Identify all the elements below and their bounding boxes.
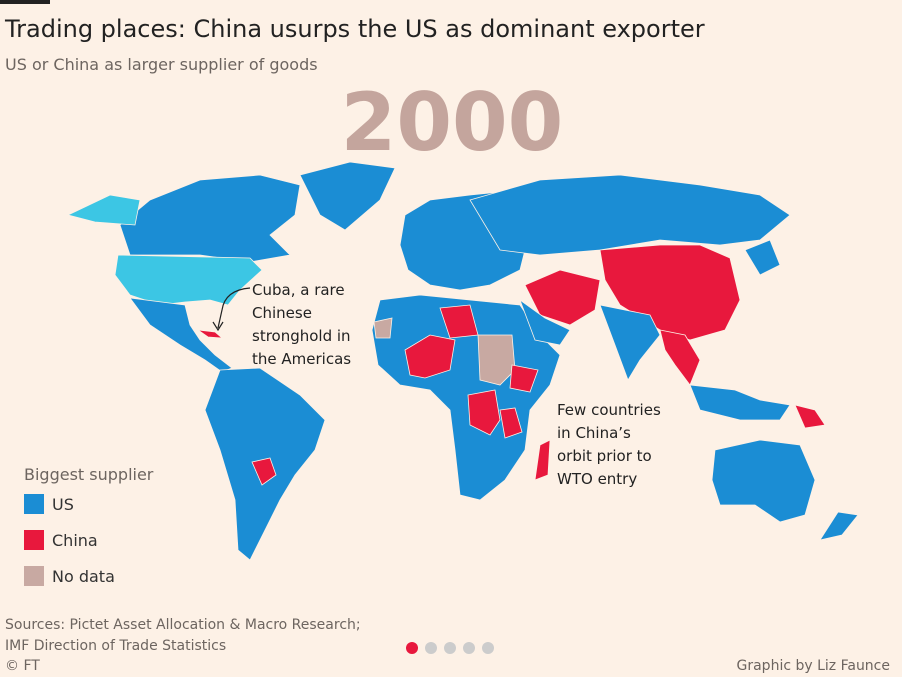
title: Trading places: China usurps the US as d…: [4, 15, 705, 43]
russia: [469, 174, 791, 256]
annotation-arrow: [217, 287, 251, 329]
legend-label: No data: [52, 567, 115, 586]
legend-label: US: [52, 495, 74, 514]
cuba: [197, 329, 224, 339]
source-line: Sources: Pictet Asset Allocation & Macro…: [5, 617, 361, 633]
sudan: [477, 334, 516, 386]
annotations: Cuba, a rare Chinese stronghold in the Amer…: [252, 281, 661, 488]
page-dot[interactable]: [463, 642, 475, 654]
annotation-line: in China’s: [557, 424, 631, 442]
arabia: [519, 298, 571, 346]
legend-swatch: [24, 530, 44, 550]
greenland: [299, 161, 396, 231]
arrowhead: [212, 321, 224, 332]
canada: [119, 174, 301, 263]
australia: [711, 439, 816, 523]
legend-swatch: [24, 566, 44, 586]
japan: [744, 239, 781, 276]
ethiopia: [509, 364, 539, 393]
dr-congo: [467, 389, 501, 436]
annotation-line: stronghold in: [252, 327, 351, 345]
alaska: [66, 194, 141, 226]
year: 2000: [341, 76, 564, 169]
new-zealand: [819, 511, 859, 541]
china: [599, 244, 741, 341]
page-dot[interactable]: [444, 642, 456, 654]
page-dot[interactable]: [406, 642, 418, 654]
annotation-line: Chinese: [252, 304, 312, 322]
legend: Biggest supplier US China No data: [24, 465, 154, 586]
madagascar: [534, 439, 551, 481]
united-states: [114, 254, 263, 306]
copyright: © FT: [5, 658, 40, 674]
subtitle: US or China as larger supplier of goods: [5, 55, 318, 74]
top-bar: [0, 0, 50, 4]
indonesia: [689, 384, 791, 421]
annotation-line: orbit prior to: [557, 447, 652, 465]
india: [599, 304, 661, 381]
page-dot[interactable]: [482, 642, 494, 654]
legend-title: Biggest supplier: [24, 465, 154, 484]
pager: [406, 642, 494, 654]
footer: © FT Graphic by Liz Faunce Sources: Pict…: [5, 617, 890, 674]
annotation-line: the Americas: [252, 350, 351, 368]
credit: Graphic by Liz Faunce: [737, 658, 891, 674]
annotation-line: Few countries: [557, 401, 661, 419]
legend-label: China: [52, 531, 98, 550]
annotation-line: WTO entry: [557, 470, 637, 488]
papua-new-guinea: [794, 404, 826, 429]
annotation-line: Cuba, a rare: [252, 281, 345, 299]
tanzania: [499, 407, 523, 439]
legend-swatch: [24, 494, 44, 514]
niger-nigeria: [404, 334, 456, 379]
paraguay: [251, 457, 277, 486]
mexico-central-america: [129, 297, 233, 373]
source-line: IMF Direction of Trade Statistics: [5, 638, 226, 654]
page-dot[interactable]: [425, 642, 437, 654]
western-sahara: [373, 317, 393, 339]
world-map: [66, 161, 859, 561]
